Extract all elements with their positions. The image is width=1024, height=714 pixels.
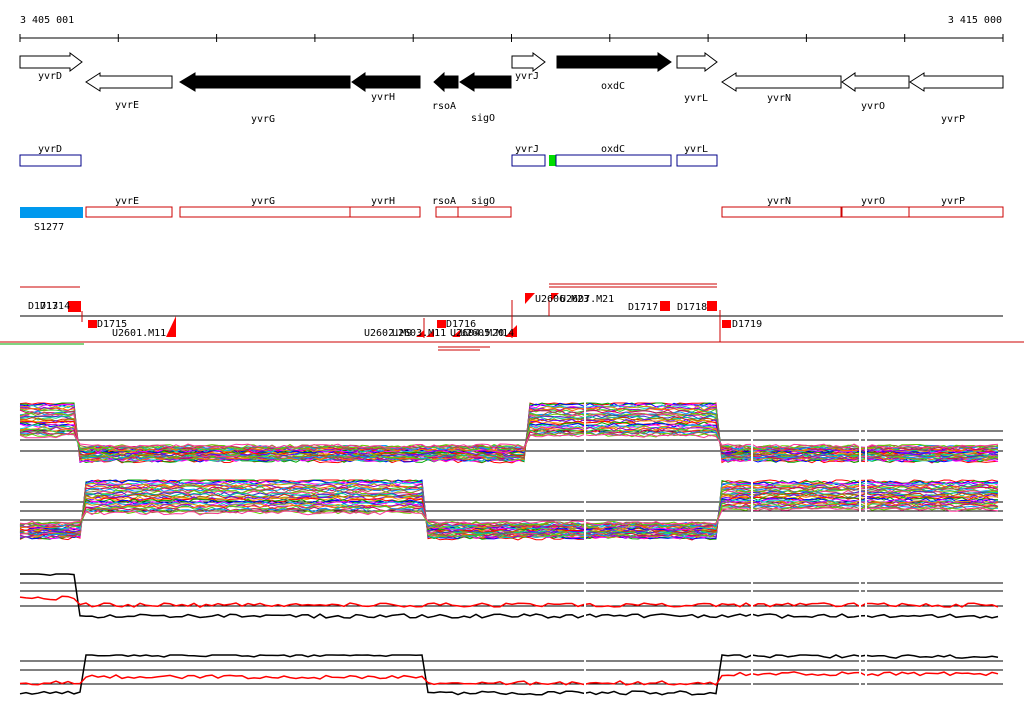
tu-label-U2604: U2604.M20 [450, 328, 504, 339]
tu-label-U2602: U2602.M9 [364, 328, 412, 339]
tu-label-D1714: D1714 [40, 301, 70, 312]
feature-box-oxdC[interactable] [555, 154, 672, 167]
feature-label-rsoA: rsoA [432, 196, 456, 207]
gene-track: yvrD yvrE yvrG yvrH rsoA sigO yvrJ oxdC … [19, 52, 1004, 125]
marker-D1713[interactable] [68, 301, 81, 312]
expression-panel-reverse-summary [19, 651, 1003, 699]
tu-label-D1716: D1716 [446, 319, 476, 330]
feature-label-yvrD: yvrD [38, 144, 62, 155]
tu-label-D1715: D1715 [97, 319, 127, 330]
feature-box-yvrE[interactable] [85, 206, 173, 218]
gene-arrow-yvrP[interactable] [909, 72, 1004, 92]
gene-label-yvrP: yvrP [941, 114, 965, 125]
feature-label-yvrJ: yvrJ [515, 144, 539, 155]
feature-box-yvrG[interactable] [179, 206, 351, 218]
feature-box-S1277[interactable] [20, 207, 83, 218]
marker-D1717[interactable] [660, 301, 670, 311]
feature-box-yvrP[interactable] [908, 206, 1004, 218]
feature-label-yvrP: yvrP [941, 196, 965, 207]
gene-arrow-yvrE[interactable] [85, 72, 173, 92]
feature-box-yvrO[interactable] [841, 206, 910, 218]
gene-label-oxdC: oxdC [601, 81, 625, 92]
feature-box-yvrH[interactable] [349, 206, 421, 218]
gene-label-yvrL: yvrL [684, 93, 708, 104]
tu-label-D1718: D1718 [677, 302, 707, 313]
gene-label-yvrD: yvrD [38, 71, 62, 82]
marker-D1715[interactable] [88, 320, 97, 328]
feature-label-yvrO: yvrO [861, 196, 885, 207]
ruler-end-label: 3 415 000 [948, 15, 1002, 26]
gene-label-yvrH: yvrH [371, 92, 395, 103]
expression-panel-forward-summary [19, 570, 1003, 622]
gene-arrow-yvrD[interactable] [19, 52, 83, 72]
gene-label-yvrO: yvrO [861, 101, 885, 112]
feature-box-yvrJ[interactable] [511, 154, 546, 167]
marker-U2604[interactable] [452, 330, 460, 337]
feature-box-sigO[interactable] [457, 206, 512, 218]
tu-label-U2601: U2601.M11 [112, 328, 166, 339]
gene-label-yvrE: yvrE [115, 100, 139, 111]
tu-label-D1717: D1717 [628, 302, 658, 313]
feature-box-yvrL[interactable] [676, 154, 718, 167]
gene-label-yvrN: yvrN [767, 93, 791, 104]
feature-label-sigO: sigO [471, 196, 495, 207]
marker-U2602[interactable] [416, 330, 424, 337]
gene-label-sigO: sigO [471, 113, 495, 124]
feature-box-yvrD[interactable] [19, 154, 82, 167]
feature-label-yvrG: yvrG [251, 196, 275, 207]
ruler-start-label: 3 405 001 [20, 15, 74, 26]
coordinate-ruler: 3 405 001 3 415 000 [19, 15, 1004, 42]
tu-label-D1713: D1713 [28, 301, 58, 312]
gene-arrow-yvrH[interactable] [351, 72, 421, 92]
tu-label-D1719: D1719 [732, 319, 762, 330]
feature-box-rsoA[interactable] [435, 206, 459, 218]
gene-label-yvrJ: yvrJ [515, 71, 539, 82]
tu-label-U2607: U2607.M21 [560, 294, 614, 305]
marker-U2606[interactable] [525, 293, 535, 304]
gene-arrow-yvrO[interactable] [841, 72, 910, 92]
reverse-feature-track: S1277 yvrE yvrG yvrH rsoA sigO yvrN yvrO… [20, 196, 1004, 233]
green-marker [549, 155, 556, 166]
marker-U2607[interactable] [551, 293, 559, 301]
feature-label-yvrE: yvrE [115, 196, 139, 207]
gene-arrow-yvrG[interactable] [179, 72, 351, 92]
tu-label-U2603: U2603.M11 [392, 328, 446, 339]
feature-box-yvrN[interactable] [721, 206, 842, 218]
tu-label-U2605: U2605.M14 [460, 328, 514, 339]
gene-arrow-yvrN[interactable] [721, 72, 842, 92]
marker-D1716[interactable] [437, 320, 446, 328]
gene-arrow-yvrJ[interactable] [511, 52, 546, 72]
gene-arrow-oxdC[interactable] [556, 52, 672, 72]
expression-panel-forward-probes [19, 399, 1003, 467]
gene-arrow-rsoA[interactable] [433, 71, 459, 93]
transcription-unit-track: D1713 D1714 D1715 U2601.M11 U2602.M9 U26… [0, 283, 1024, 351]
tu-label-U2606: U2606.M23 [535, 294, 589, 305]
marker-D1719[interactable] [722, 320, 731, 328]
marker-U2603[interactable] [426, 330, 434, 337]
expression-panel-reverse-probes [19, 476, 1003, 544]
gene-arrow-sigO[interactable] [459, 72, 512, 92]
gene-label-rsoA: rsoA [432, 101, 456, 112]
marker-D1718[interactable] [707, 301, 717, 311]
feature-label-S1277: S1277 [34, 222, 64, 233]
feature-label-yvrL: yvrL [684, 144, 708, 155]
gene-label-yvrG: yvrG [251, 114, 275, 125]
feature-label-yvrN: yvrN [767, 196, 791, 207]
gene-arrow-yvrL[interactable] [676, 52, 718, 72]
forward-feature-track: yvrD yvrJ oxdC yvrL [19, 144, 718, 167]
feature-label-yvrH: yvrH [371, 196, 395, 207]
marker-U2601[interactable] [166, 316, 176, 337]
marker-U2605[interactable] [505, 325, 517, 337]
feature-label-oxdC: oxdC [601, 144, 625, 155]
